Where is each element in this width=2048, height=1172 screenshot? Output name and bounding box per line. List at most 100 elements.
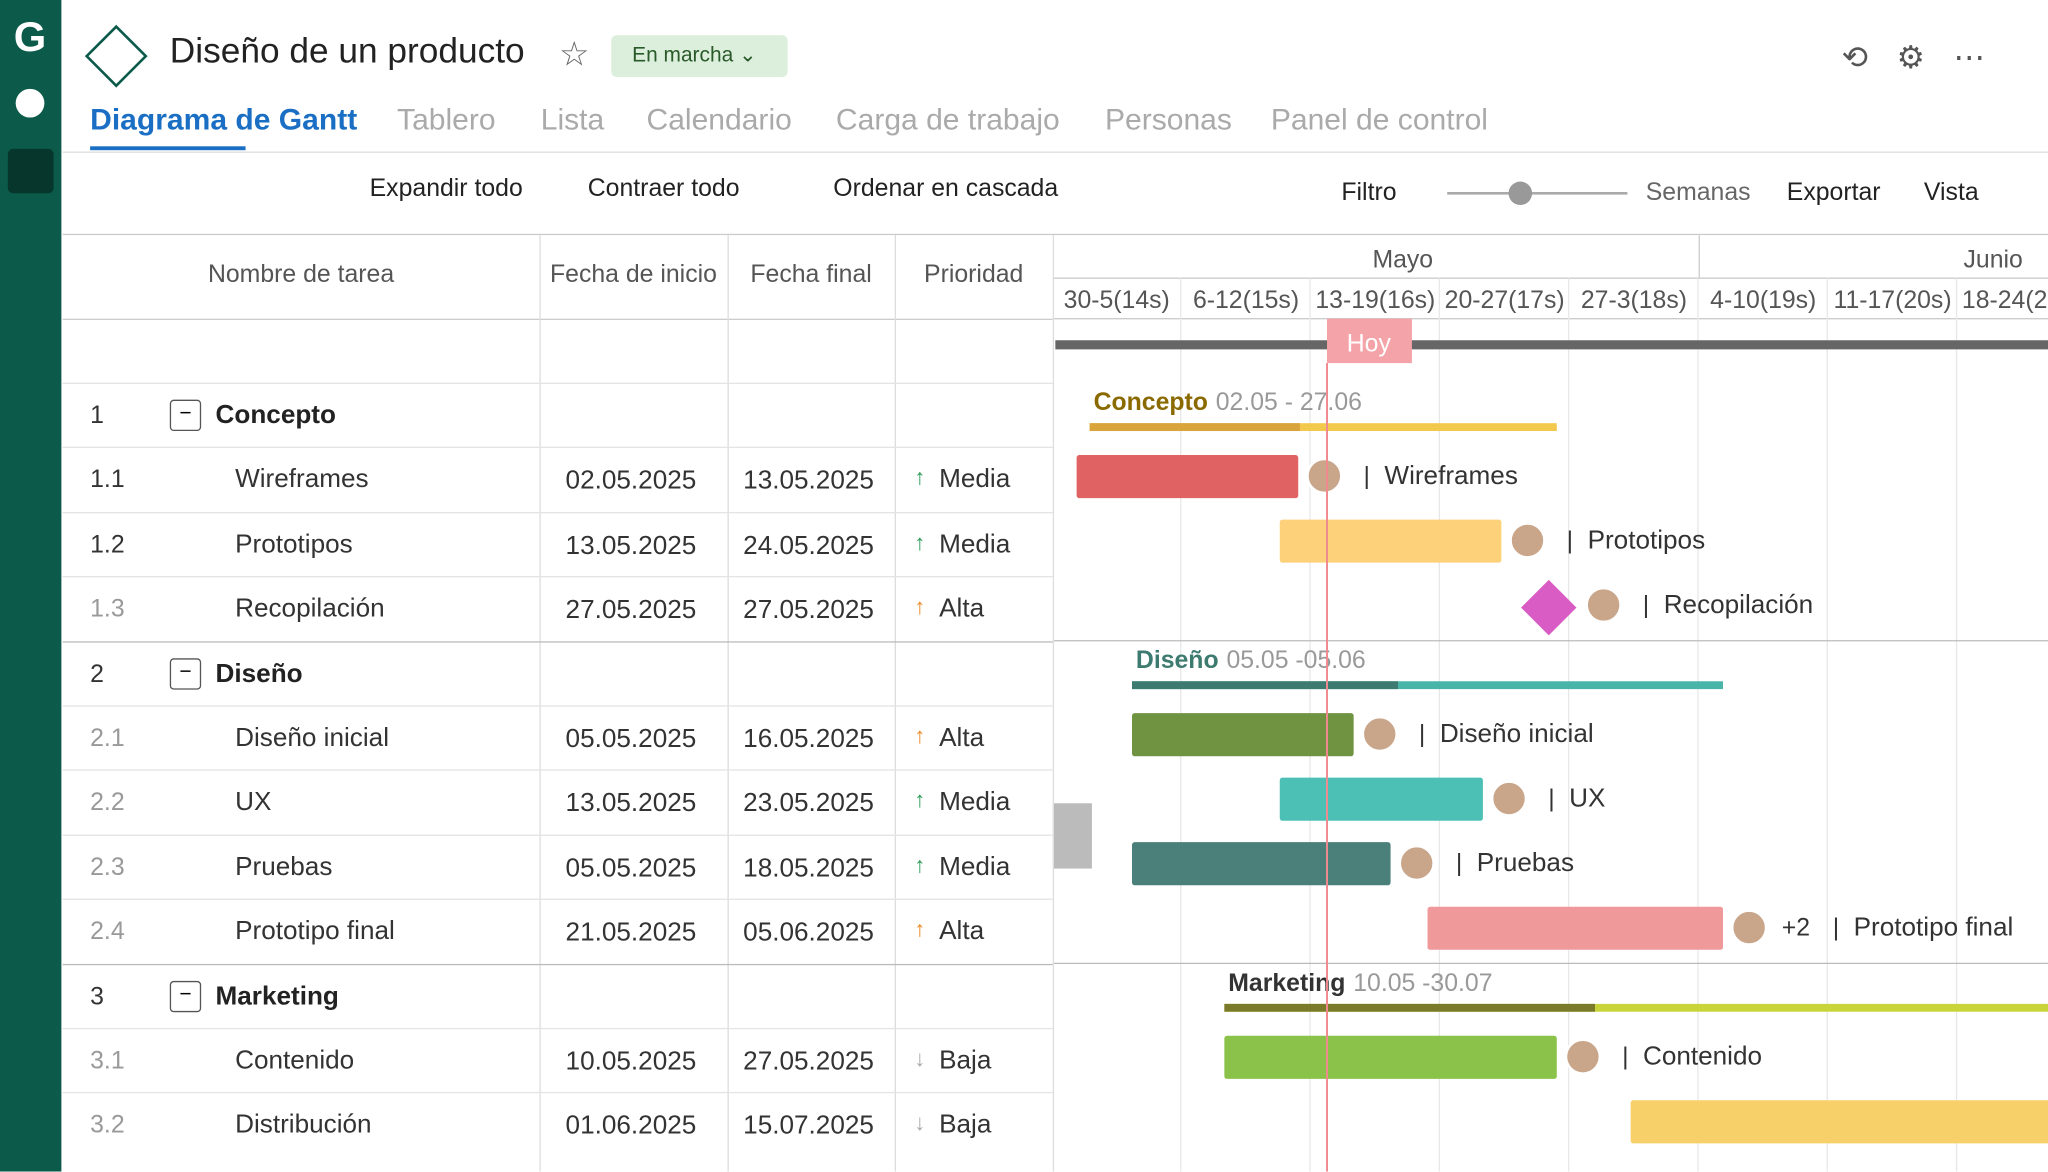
tab[interactable]: Personas xyxy=(1104,101,1232,136)
column-header: Fecha de inicio xyxy=(549,261,717,289)
bar-sep: | xyxy=(1419,721,1425,748)
row-id: 1.2 xyxy=(90,531,125,559)
priority-arrow: ↑ xyxy=(914,723,926,749)
avatar xyxy=(1730,909,1768,946)
toolbar-button[interactable]: Filtro xyxy=(1341,178,1397,207)
row-line xyxy=(62,576,1053,578)
priority: Media xyxy=(939,852,1011,882)
priority: Baja xyxy=(939,1110,992,1140)
group-dates: 05.05 -05.06 xyxy=(1226,647,1365,674)
row-line xyxy=(62,1027,1053,1030)
row-line xyxy=(62,898,1053,901)
row-id: 2.2 xyxy=(90,789,125,817)
tab[interactable]: Tablero xyxy=(397,101,496,136)
collapse-toggle[interactable]: − xyxy=(169,399,202,432)
priority: Media xyxy=(939,788,1011,817)
avatar xyxy=(1306,457,1343,495)
row-id: 2.4 xyxy=(90,918,125,946)
bar-sep: | xyxy=(1548,785,1554,812)
tab[interactable]: Panel de control xyxy=(1270,101,1488,136)
bar-sep: | xyxy=(1643,592,1649,619)
logo[interactable]: G xyxy=(13,13,47,61)
sidebar: G xyxy=(0,0,62,1172)
column-line xyxy=(727,235,729,1172)
group-bar xyxy=(1224,1003,2048,1012)
group-label: Concepto 02.05 - 27.06 xyxy=(1094,389,1362,416)
tab-underline xyxy=(90,146,246,151)
end-date: 18.05.2025 xyxy=(743,853,874,883)
priority-arrow: ↑ xyxy=(914,852,926,878)
priority: Media xyxy=(939,465,1011,495)
task-bar xyxy=(1132,713,1354,757)
start-date: 05.05.2025 xyxy=(565,724,697,754)
header-icons[interactable]: ⟲⚙⋯ xyxy=(1841,40,2014,76)
star[interactable]: ☆ xyxy=(559,33,590,74)
group-name: Diseño xyxy=(215,659,303,688)
priority-arrow: ↑ xyxy=(914,465,926,491)
week-label: 18-24(21s) xyxy=(1962,287,2048,314)
collapse-toggle[interactable]: − xyxy=(169,980,202,1012)
tab[interactable]: Calendario xyxy=(646,101,792,136)
status-badge[interactable]: En marcha ⌄ xyxy=(611,35,788,78)
toolbar-button[interactable]: Semanas xyxy=(1645,178,1751,207)
end-date: 16.05.2025 xyxy=(743,724,874,754)
column-line xyxy=(1052,235,1055,1172)
tab[interactable]: Carga de trabajo xyxy=(835,101,1060,136)
row-line xyxy=(62,447,1053,449)
table-header-line xyxy=(62,318,1053,320)
priority: Alta xyxy=(939,594,985,624)
row-id: 2 xyxy=(90,660,104,688)
end-date: 23.05.2025 xyxy=(743,789,874,819)
group-name: Diseño xyxy=(1136,647,1219,674)
toolbar-button[interactable]: Exportar xyxy=(1786,178,1881,207)
collapse-toggle[interactable]: − xyxy=(169,657,202,690)
add-button[interactable] xyxy=(15,88,45,118)
task-bar xyxy=(1427,906,1724,950)
task-name: Diseño inicial xyxy=(235,723,390,753)
group-name: Concepto xyxy=(1094,389,1208,416)
priority-arrow: ↑ xyxy=(914,530,926,555)
toolbar-button[interactable]: Expandir todo xyxy=(369,175,523,203)
toolbar-button[interactable]: Contraer todo xyxy=(587,175,740,203)
zoom-knob[interactable] xyxy=(1508,181,1533,206)
bar-sep: | xyxy=(1833,914,1839,941)
task-name: Recopilación xyxy=(235,594,385,624)
week-label: 11-17(20s) xyxy=(1834,287,1952,314)
task-bar xyxy=(1630,1100,2048,1144)
task-bar xyxy=(1132,842,1391,886)
projects-icon[interactable] xyxy=(7,148,54,194)
table-top-line xyxy=(62,233,2048,236)
avatar xyxy=(1564,1038,1602,1075)
bar-label: Recopilación xyxy=(1664,589,1814,619)
week-label: 13-19(16s) xyxy=(1315,287,1435,314)
group-label: Marketing 10.05 -30.07 xyxy=(1228,970,1492,997)
extra-assignees: +2 xyxy=(1782,914,1810,941)
task-name: Distribución xyxy=(235,1110,372,1140)
toolbar-button[interactable]: Ordenar en cascada xyxy=(833,175,1059,203)
toolbar-button[interactable]: Vista xyxy=(1923,178,1979,207)
start-date: 10.05.2025 xyxy=(565,1047,697,1077)
column-line xyxy=(539,235,541,1172)
end-date: 24.05.2025 xyxy=(743,531,874,561)
task-name: UX xyxy=(235,788,272,817)
row-id: 1 xyxy=(90,402,104,430)
month-label: Junio xyxy=(1963,247,2022,274)
bar-label: Contenido xyxy=(1643,1040,1762,1070)
task-name: Contenido xyxy=(235,1046,355,1075)
collapse-handle xyxy=(1052,803,1092,869)
priority-arrow: ↑ xyxy=(914,594,926,620)
row-id: 3.1 xyxy=(90,1047,125,1075)
row-id: 3.2 xyxy=(90,1112,125,1140)
end-date: 05.06.2025 xyxy=(743,918,874,948)
row-id: 3 xyxy=(90,982,104,1011)
tab[interactable]: Lista xyxy=(540,101,605,136)
task-bar xyxy=(1279,519,1502,563)
priority: Baja xyxy=(939,1046,992,1075)
month-label: Mayo xyxy=(1372,247,1433,274)
priority: Alta xyxy=(939,723,985,753)
column-header: Nombre de tarea xyxy=(207,261,395,289)
tab[interactable]: Diagrama de Gantt xyxy=(90,101,358,136)
task-bar xyxy=(1279,777,1483,821)
task-bar xyxy=(1076,455,1299,499)
